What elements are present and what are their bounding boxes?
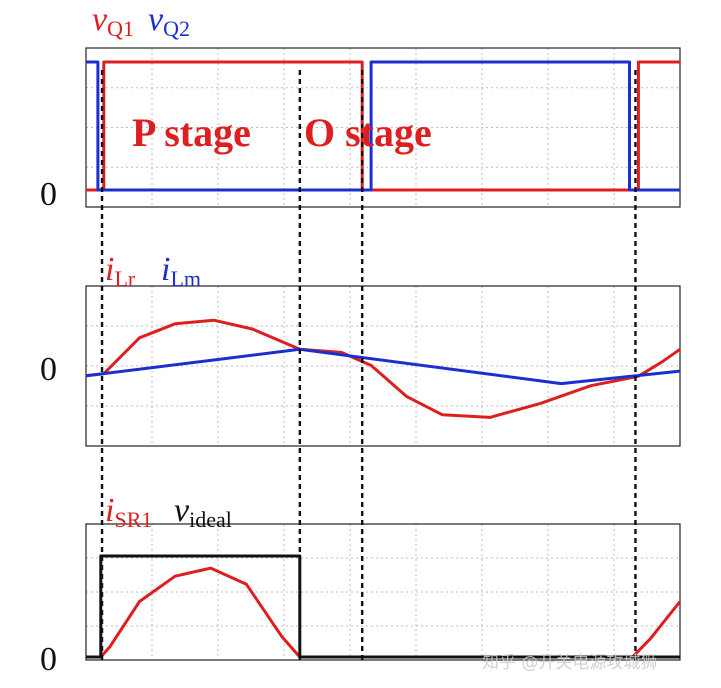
panel-frame bbox=[85, 523, 681, 661]
legend-iSR1: iSR1 bbox=[105, 492, 152, 532]
zero-label: 0 bbox=[40, 176, 57, 213]
panel-frame bbox=[85, 47, 681, 208]
legend-iLr: iLr bbox=[105, 251, 136, 291]
panel-1 bbox=[85, 47, 681, 208]
legend-iLm: iLm bbox=[161, 251, 201, 291]
series-videal bbox=[86, 554, 680, 659]
panel-frame bbox=[85, 285, 681, 447]
legend-vQ2: vQ2 bbox=[148, 1, 190, 41]
annotation-p-stage: P stage bbox=[132, 110, 251, 155]
panel-2 bbox=[85, 285, 681, 447]
watermark-text: 知乎 @开关电源攻城狮 bbox=[482, 653, 657, 673]
zero-label: 0 bbox=[40, 641, 57, 678]
series-vQ2 bbox=[86, 60, 680, 192]
panel-3 bbox=[85, 523, 682, 661]
zero-label: 0 bbox=[40, 351, 57, 388]
series-iLm bbox=[85, 347, 681, 386]
legend-videal: videal bbox=[174, 492, 232, 532]
series-iSR1 bbox=[86, 566, 682, 659]
legend-vQ1: vQ1 bbox=[92, 1, 134, 41]
annotation-o-stage: O stage bbox=[304, 110, 432, 155]
series-iLr bbox=[85, 318, 681, 419]
